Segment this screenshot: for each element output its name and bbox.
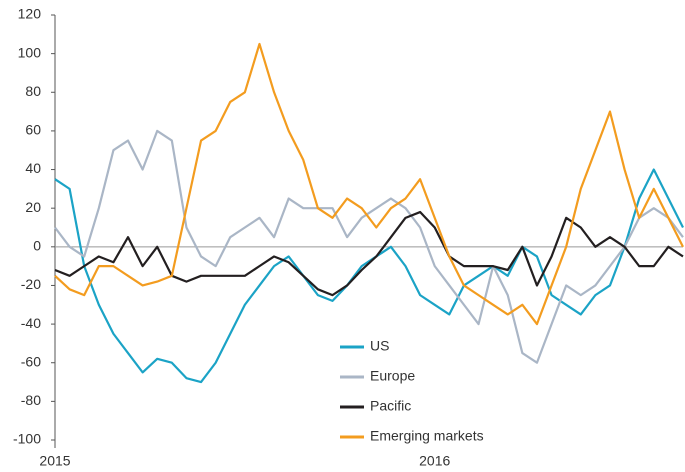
y-tick-label: 60 bbox=[25, 122, 41, 138]
y-tick-label: -40 bbox=[21, 315, 41, 331]
legend-bg bbox=[336, 425, 506, 449]
y-tick-label: 80 bbox=[25, 83, 41, 99]
x-tick-label: 2016 bbox=[419, 453, 450, 469]
y-tick-label: 0 bbox=[33, 238, 41, 254]
y-tick-label: 20 bbox=[25, 199, 41, 215]
y-tick-label: -80 bbox=[21, 392, 41, 408]
y-tick-label: 120 bbox=[18, 6, 42, 22]
series-line bbox=[54, 42, 684, 326]
y-tick-label: 40 bbox=[25, 160, 41, 176]
legend-label: Emerging markets bbox=[370, 428, 484, 444]
series-line bbox=[54, 129, 684, 364]
series-line bbox=[54, 168, 684, 384]
series-line bbox=[54, 210, 684, 297]
y-tick-label: 100 bbox=[18, 44, 42, 60]
legend-label: Europe bbox=[370, 368, 415, 384]
legend-label: Pacific bbox=[370, 398, 411, 414]
y-tick-label: -60 bbox=[21, 353, 41, 369]
y-tick-label: -100 bbox=[13, 431, 41, 447]
x-tick-label: 2015 bbox=[39, 453, 70, 469]
legend-label: US bbox=[370, 338, 389, 354]
y-tick-label: -20 bbox=[21, 276, 41, 292]
